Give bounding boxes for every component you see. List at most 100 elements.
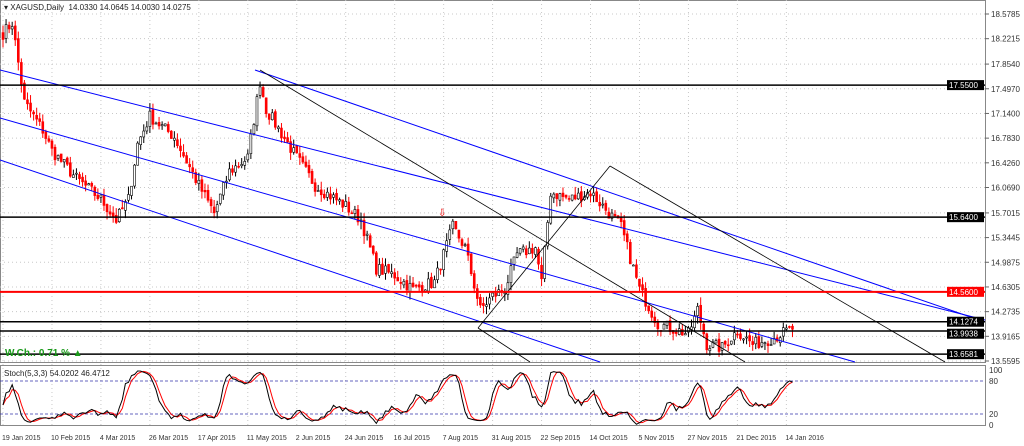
price-label-text: 15.6400 bbox=[949, 213, 978, 222]
price-tick-label: 15.7015 bbox=[991, 209, 1020, 218]
candle-body bbox=[191, 167, 195, 173]
price-tick-label: 13.5595 bbox=[991, 357, 1020, 366]
candle-body bbox=[393, 272, 396, 279]
candle-body bbox=[329, 193, 332, 200]
candle-body bbox=[518, 248, 522, 254]
candle-body bbox=[13, 25, 17, 41]
date-tick-label: 21 Dec 2015 bbox=[736, 435, 776, 442]
down-arrow-icon: ⇩ bbox=[438, 208, 446, 219]
candle-body bbox=[745, 336, 748, 339]
candle-body bbox=[650, 310, 654, 318]
fan-line bbox=[477, 165, 611, 329]
candle-body bbox=[218, 193, 222, 204]
candle-body bbox=[656, 321, 660, 330]
candle-body bbox=[96, 194, 100, 199]
candle-body bbox=[350, 212, 354, 215]
candle-body bbox=[117, 208, 121, 223]
candle-body bbox=[163, 123, 167, 127]
candle-body bbox=[341, 199, 344, 208]
candle-body bbox=[537, 248, 540, 265]
candle-body bbox=[313, 182, 317, 192]
candle-body bbox=[316, 190, 320, 192]
candle-body bbox=[157, 121, 161, 127]
candle-body bbox=[726, 344, 730, 347]
channel-upper-line bbox=[0, 69, 986, 321]
candle-body bbox=[595, 191, 598, 203]
candle-body bbox=[684, 333, 687, 336]
candle-body bbox=[791, 325, 794, 330]
date-tick-label: 4 Mar 2015 bbox=[100, 435, 136, 442]
candle-body bbox=[598, 202, 602, 207]
candle-body bbox=[436, 267, 439, 280]
stoch-tick-label: 20 bbox=[989, 410, 998, 419]
candle-body bbox=[368, 235, 372, 248]
candle-body bbox=[641, 284, 644, 291]
candle-body bbox=[203, 190, 207, 193]
candle-body bbox=[105, 204, 109, 213]
candle-body bbox=[267, 113, 271, 120]
price-tick-label: 16.7830 bbox=[991, 134, 1020, 143]
candle-body bbox=[298, 153, 302, 158]
candle-body bbox=[206, 189, 210, 201]
date-tick-label: 31 Aug 2015 bbox=[492, 435, 531, 442]
price-label-box bbox=[947, 349, 984, 360]
candle-body bbox=[200, 179, 204, 192]
candle-body bbox=[576, 192, 580, 200]
candle-body bbox=[739, 333, 742, 339]
candle-body bbox=[283, 136, 286, 140]
price-tick-label: 16.0690 bbox=[991, 184, 1020, 193]
candle-body bbox=[494, 292, 497, 297]
candle-body bbox=[127, 194, 130, 201]
date-tick-label: 22 Sep 2015 bbox=[541, 435, 581, 442]
up-arrow-icon: ▲ bbox=[72, 348, 83, 359]
candle-body bbox=[733, 332, 736, 341]
candle-body bbox=[215, 204, 219, 213]
candle-body bbox=[72, 174, 75, 178]
candle-body bbox=[417, 284, 421, 288]
candle-body bbox=[384, 265, 387, 274]
candle-body bbox=[558, 193, 562, 201]
candle-body bbox=[16, 38, 20, 63]
candle-body bbox=[78, 174, 81, 179]
candle-body bbox=[252, 124, 256, 135]
candle-body bbox=[62, 159, 66, 163]
candle-body bbox=[166, 124, 170, 132]
candle-body bbox=[231, 168, 234, 173]
candle-body bbox=[662, 324, 666, 330]
candle-body bbox=[628, 242, 632, 265]
weekly-change: W.Ch.: 0.71 % ▲ bbox=[5, 348, 83, 359]
candle-body bbox=[705, 333, 709, 351]
candle-body bbox=[475, 288, 479, 299]
candle-body bbox=[44, 131, 48, 139]
candle-body bbox=[439, 268, 442, 271]
candle-body bbox=[567, 198, 571, 200]
candle-body bbox=[552, 193, 556, 199]
candle-body bbox=[430, 276, 433, 289]
candle-body bbox=[451, 220, 455, 230]
candle-body bbox=[754, 336, 758, 345]
candle-body bbox=[708, 348, 712, 352]
candle-body bbox=[26, 99, 29, 105]
fan-line bbox=[259, 69, 746, 363]
candle-body bbox=[509, 265, 513, 283]
candle-body bbox=[344, 201, 348, 207]
candle-body bbox=[723, 340, 727, 345]
candle-body bbox=[482, 303, 485, 306]
candle-body bbox=[151, 109, 155, 125]
candle-body bbox=[356, 209, 360, 223]
candle-body bbox=[87, 183, 90, 186]
candle-body bbox=[681, 329, 684, 336]
candle-body bbox=[632, 264, 635, 267]
candle-body bbox=[757, 336, 761, 348]
candle-body bbox=[524, 248, 528, 256]
candle-body bbox=[310, 171, 314, 184]
price-label-text: 14.1274 bbox=[949, 318, 978, 327]
price-tick-label: 14.6305 bbox=[991, 283, 1020, 292]
price-tick-label: 18.2215 bbox=[991, 35, 1020, 44]
candle-body bbox=[460, 239, 464, 246]
candle-body bbox=[136, 142, 139, 166]
candle-body bbox=[463, 244, 467, 247]
candle-body bbox=[619, 216, 623, 223]
date-tick-label: 7 Aug 2015 bbox=[443, 435, 479, 442]
